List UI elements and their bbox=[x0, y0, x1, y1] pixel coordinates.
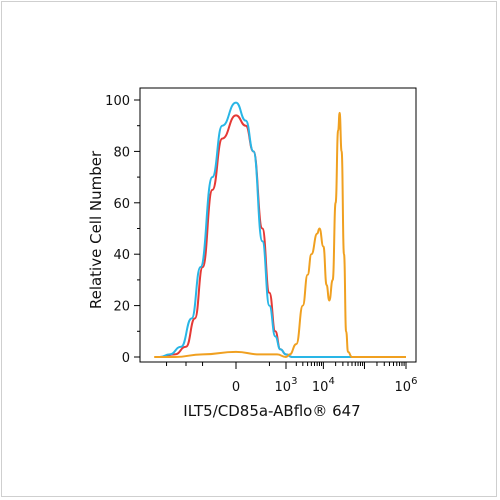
x-tick-label: 103 bbox=[275, 376, 298, 395]
x-tick-label: 0 bbox=[232, 380, 240, 395]
x-axis: 0 103 104 106 bbox=[166, 362, 418, 395]
x-axis-label: ILT5/CD85a-ABflo® 647 bbox=[183, 402, 360, 420]
y-tick-label: 20 bbox=[113, 300, 130, 315]
y-axis-label: Relative Cell Number bbox=[87, 150, 105, 309]
y-tick-label: 40 bbox=[113, 248, 130, 263]
series-line-3 bbox=[154, 111, 406, 358]
y-axis: 0 20 40 60 80 100 bbox=[105, 94, 140, 366]
x-tick-label: 106 bbox=[395, 376, 418, 395]
series-line-1 bbox=[159, 114, 406, 359]
y-tick-label: 0 bbox=[122, 351, 130, 366]
series-line-2 bbox=[159, 101, 406, 359]
plot-area-border bbox=[139, 87, 417, 363]
series-lines bbox=[154, 101, 406, 359]
x-tick-label: 104 bbox=[312, 376, 335, 395]
y-tick-label: 60 bbox=[113, 197, 130, 212]
y-tick-label: 80 bbox=[113, 145, 130, 160]
y-tick-label: 100 bbox=[105, 94, 130, 109]
